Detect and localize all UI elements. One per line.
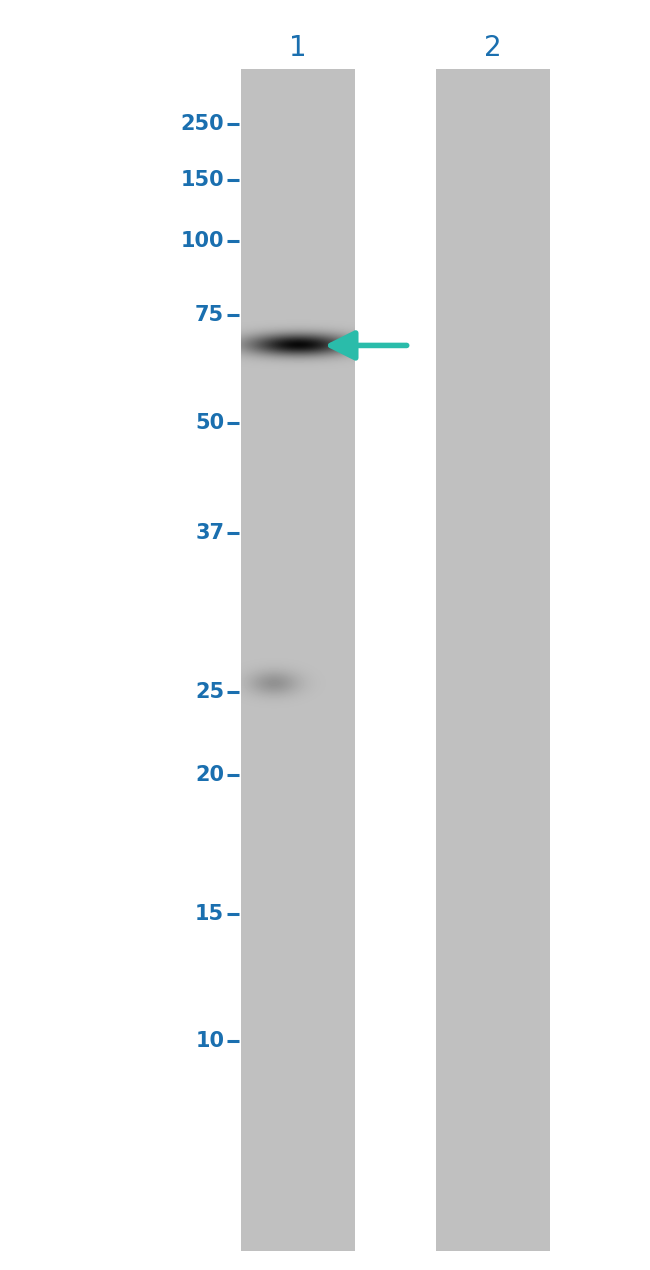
Text: 20: 20 <box>195 765 224 785</box>
Text: 150: 150 <box>181 170 224 190</box>
Text: 2: 2 <box>484 34 502 62</box>
Text: 25: 25 <box>195 682 224 702</box>
Text: 15: 15 <box>195 904 224 925</box>
Text: 1: 1 <box>289 34 307 62</box>
Bar <box>240 70 354 1251</box>
Text: 50: 50 <box>195 413 224 433</box>
Text: 250: 250 <box>181 114 224 135</box>
Text: 37: 37 <box>195 523 224 544</box>
Text: 75: 75 <box>195 305 224 325</box>
Bar <box>436 70 549 1251</box>
Text: 10: 10 <box>195 1031 224 1052</box>
Text: 100: 100 <box>181 231 224 251</box>
